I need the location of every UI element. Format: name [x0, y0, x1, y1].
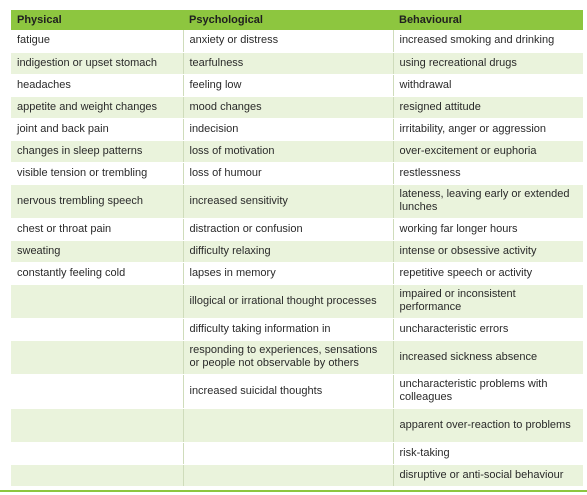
- cell-psychological: tearfulness: [182, 52, 394, 75]
- cell-psychological: feeling low: [182, 74, 394, 97]
- header-physical: Physical: [11, 10, 183, 30]
- cell-physical: changes in sleep patterns: [11, 140, 183, 163]
- cell-physical: [11, 374, 183, 409]
- table-row: difficulty taking information in uncharac…: [11, 318, 583, 341]
- cell-behavioural: working far longer hours: [393, 218, 583, 241]
- cell-psychological: increased suicidal thoughts: [182, 374, 394, 409]
- header-behavioural: Behavioural: [393, 10, 583, 30]
- table-body: fatigue anxiety or distress increased smok…: [11, 30, 583, 487]
- cell-physical: fatigue: [11, 30, 183, 53]
- cell-physical: [11, 318, 183, 341]
- cell-physical: headaches: [11, 74, 183, 97]
- table-row: fatigue anxiety or distress increased smok…: [11, 30, 583, 53]
- cell-physical: [11, 442, 183, 465]
- cell-psychological: difficulty taking information in: [182, 318, 394, 341]
- cell-psychological: illogical or irrational thought processe…: [182, 284, 394, 319]
- table-row: visible tension or trembling loss of humo…: [11, 162, 583, 185]
- cell-physical: sweating: [11, 240, 183, 263]
- cell-physical: joint and back pain: [11, 118, 183, 141]
- cell-physical: [11, 408, 183, 443]
- table-row: appetite and weight changes mood changes r…: [11, 96, 583, 119]
- table-row: changes in sleep patterns loss of motivat…: [11, 140, 583, 163]
- table-row: responding to experiences, sensations or…: [11, 340, 583, 375]
- cell-behavioural: risk-taking: [393, 442, 583, 465]
- stress-symptoms-table: Physical Psychological Behavioural fatig…: [11, 10, 583, 487]
- cell-physical: appetite and weight changes: [11, 96, 183, 119]
- cell-psychological: loss of humour: [182, 162, 394, 185]
- header-row: Physical Psychological Behavioural: [11, 10, 583, 30]
- cell-psychological: lapses in memory: [182, 262, 394, 285]
- cell-behavioural: increased smoking and drinking: [393, 30, 583, 53]
- cell-behavioural: disruptive or anti-social behaviour: [393, 464, 583, 487]
- table-row: headaches feeling low withdrawal: [11, 74, 583, 97]
- stress-symptoms-table-container: Physical Psychological Behavioural fatig…: [11, 10, 583, 487]
- cell-behavioural: resigned attitude: [393, 96, 583, 119]
- cell-psychological: distraction or confusion: [182, 218, 394, 241]
- cell-psychological: loss of motivation: [182, 140, 394, 163]
- cell-behavioural: lateness, leaving early or extended lunc…: [393, 184, 583, 219]
- cell-psychological: [182, 464, 394, 487]
- cell-psychological: increased sensitivity: [182, 184, 394, 219]
- cell-behavioural: using recreational drugs: [393, 52, 583, 75]
- table-row: nervous trembling speech increased sensit…: [11, 184, 583, 219]
- cell-behavioural: uncharacteristic errors: [393, 318, 583, 341]
- cell-psychological: [182, 442, 394, 465]
- cell-psychological: [182, 408, 394, 443]
- table-row: indigestion or upset stomach tearfulness u…: [11, 52, 583, 75]
- cell-physical: chest or throat pain: [11, 218, 183, 241]
- cell-physical: nervous trembling speech: [11, 184, 183, 219]
- cell-psychological: mood changes: [182, 96, 394, 119]
- cell-behavioural: increased sickness absence: [393, 340, 583, 375]
- cell-psychological: responding to experiences, sensations or…: [182, 340, 394, 375]
- table-row: risk-taking: [11, 442, 583, 465]
- cell-physical: indigestion or upset stomach: [11, 52, 183, 75]
- table-header: Physical Psychological Behavioural: [11, 10, 583, 30]
- cell-physical: constantly feeling cold: [11, 262, 183, 285]
- table-row: disruptive or anti-social behaviour: [11, 464, 583, 487]
- cell-physical: visible tension or trembling: [11, 162, 183, 185]
- bottom-rule: [0, 490, 587, 492]
- table-row: sweating difficulty relaxing intense or ob…: [11, 240, 583, 263]
- cell-physical: [11, 464, 183, 487]
- cell-physical: [11, 340, 183, 375]
- cell-behavioural: irritability, anger or aggression: [393, 118, 583, 141]
- cell-psychological: difficulty relaxing: [182, 240, 394, 263]
- cell-psychological: anxiety or distress: [182, 30, 394, 53]
- cell-physical: [11, 284, 183, 319]
- cell-behavioural: intense or obsessive activity: [393, 240, 583, 263]
- header-psychological: Psychological: [183, 10, 393, 30]
- cell-behavioural: apparent over-reaction to problems: [393, 408, 583, 443]
- cell-behavioural: uncharacteristic problems with colleague…: [393, 374, 583, 409]
- table-row: constantly feeling cold lapses in memory r…: [11, 262, 583, 285]
- cell-behavioural: over-excitement or euphoria: [393, 140, 583, 163]
- cell-behavioural: repetitive speech or activity: [393, 262, 583, 285]
- table-row: joint and back pain indecision irritabilit…: [11, 118, 583, 141]
- cell-behavioural: restlessness: [393, 162, 583, 185]
- cell-psychological: indecision: [182, 118, 394, 141]
- cell-behavioural: impaired or inconsistent performance: [393, 284, 583, 319]
- table-row: increased suicidal thoughts uncharacteris…: [11, 374, 583, 409]
- table-row: chest or throat pain distraction or confu…: [11, 218, 583, 241]
- cell-behavioural: withdrawal: [393, 74, 583, 97]
- table-row: apparent over-reaction to problems: [11, 408, 583, 443]
- table-row: illogical or irrational thought processe…: [11, 284, 583, 319]
